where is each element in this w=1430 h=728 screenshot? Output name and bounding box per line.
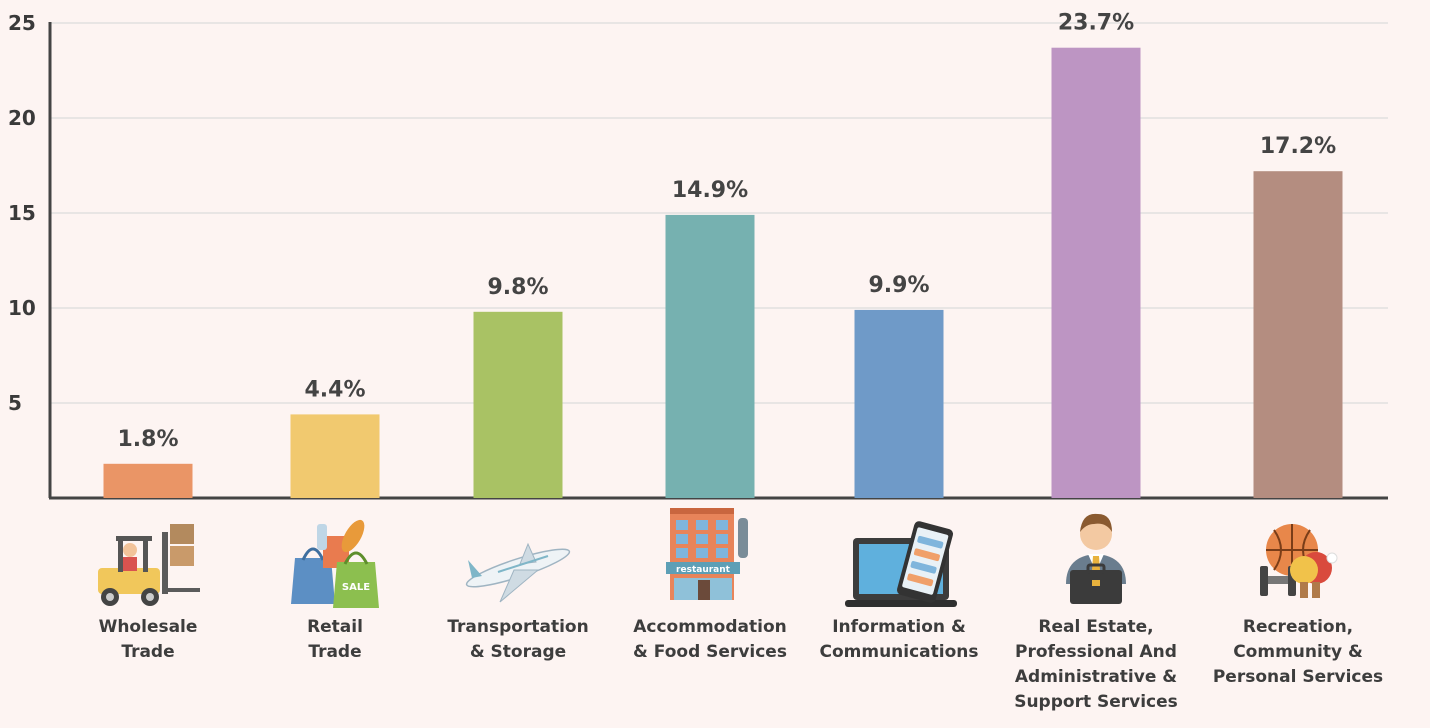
- bar: [1253, 171, 1343, 498]
- category-label-line: Trade: [121, 642, 175, 662]
- category-label-line: Accommodation: [633, 617, 787, 637]
- bar-value-label: 23.7%: [1058, 11, 1134, 36]
- category-label-line: Wholesale: [98, 617, 198, 637]
- svg-text:SALE: SALE: [342, 582, 370, 593]
- y-tick-label: 25: [8, 11, 36, 35]
- bar-value-label: 9.9%: [868, 273, 929, 298]
- category-label-line: Communications: [819, 642, 979, 662]
- x-category-label: Real Estate, Professional And Administrati…: [1001, 615, 1191, 715]
- category-label-line: Real Estate,: [1038, 617, 1154, 637]
- y-tick-label: 5: [8, 391, 22, 415]
- restaurant-building-icon: restaurant: [666, 508, 748, 600]
- businessman-briefcase-icon: [1066, 513, 1126, 604]
- bar-value-label: 14.9%: [672, 178, 748, 203]
- bar-value-label: 17.2%: [1260, 134, 1336, 159]
- x-category-label: Wholesale Trade: [53, 615, 243, 665]
- bar: [1051, 47, 1141, 498]
- category-label-line: Retail: [307, 617, 363, 637]
- x-category-label: Information & Communications: [804, 615, 994, 665]
- y-tick-label: 10: [8, 296, 36, 320]
- x-category-label: Recreation, Community & Personal Services: [1203, 615, 1393, 690]
- laptop-phone-icon: [845, 521, 957, 607]
- category-label-line: Transportation: [447, 617, 589, 637]
- bar: [290, 414, 380, 498]
- sports-equipment-icon: [1260, 524, 1338, 598]
- forklift-icon: [98, 524, 200, 606]
- bar-value-label: 1.8%: [117, 427, 178, 452]
- bar-value-label: 9.8%: [487, 275, 548, 300]
- category-label-line: Personal Services: [1212, 667, 1384, 687]
- x-category-label: Accommodation & Food Services: [615, 615, 805, 665]
- category-label-line: Administrative &: [1014, 667, 1178, 687]
- x-category-label: Transportation & Storage: [423, 615, 613, 665]
- category-label-line: Professional And: [1015, 642, 1177, 662]
- shopping-bags-icon: SALE: [291, 519, 379, 608]
- category-label-line: Recreation,: [1242, 617, 1354, 637]
- svg-text:restaurant: restaurant: [676, 565, 731, 575]
- y-tick-label: 15: [8, 201, 36, 225]
- bar: [103, 463, 193, 498]
- bar-value-label: 4.4%: [304, 377, 365, 402]
- category-label-line: & Food Services: [633, 642, 787, 662]
- x-category-label: Retail Trade: [240, 615, 430, 665]
- bar: [665, 214, 755, 498]
- bar: [473, 311, 563, 498]
- bar: [854, 309, 944, 498]
- category-label-line: Support Services: [1014, 692, 1178, 712]
- category-label-line: Information &: [832, 617, 966, 637]
- category-label-line: Trade: [308, 642, 362, 662]
- airplane-icon: [465, 542, 571, 603]
- y-tick-label: 20: [8, 106, 36, 130]
- category-label-line: Community &: [1233, 642, 1363, 662]
- category-label-line: & Storage: [469, 642, 567, 662]
